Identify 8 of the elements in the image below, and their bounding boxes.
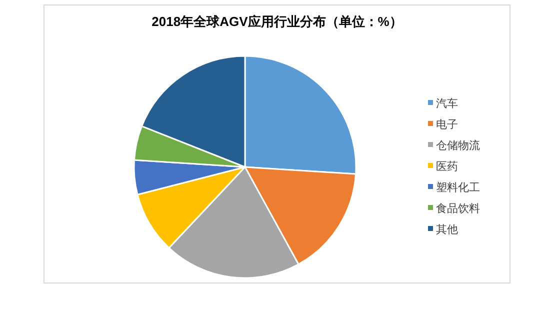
- chart-title: 2018年全球AGV应用行业分布（单位：%）: [152, 14, 402, 29]
- legend-label: 其他: [436, 223, 458, 236]
- legend-label: 食品饮料: [436, 202, 480, 215]
- legend-label: 电子: [436, 118, 458, 131]
- legend-label: 塑料化工: [436, 181, 480, 194]
- legend-label: 仓储物流: [436, 139, 480, 152]
- legend-label: 医药: [436, 160, 458, 173]
- legend-label: 汽车: [436, 97, 458, 110]
